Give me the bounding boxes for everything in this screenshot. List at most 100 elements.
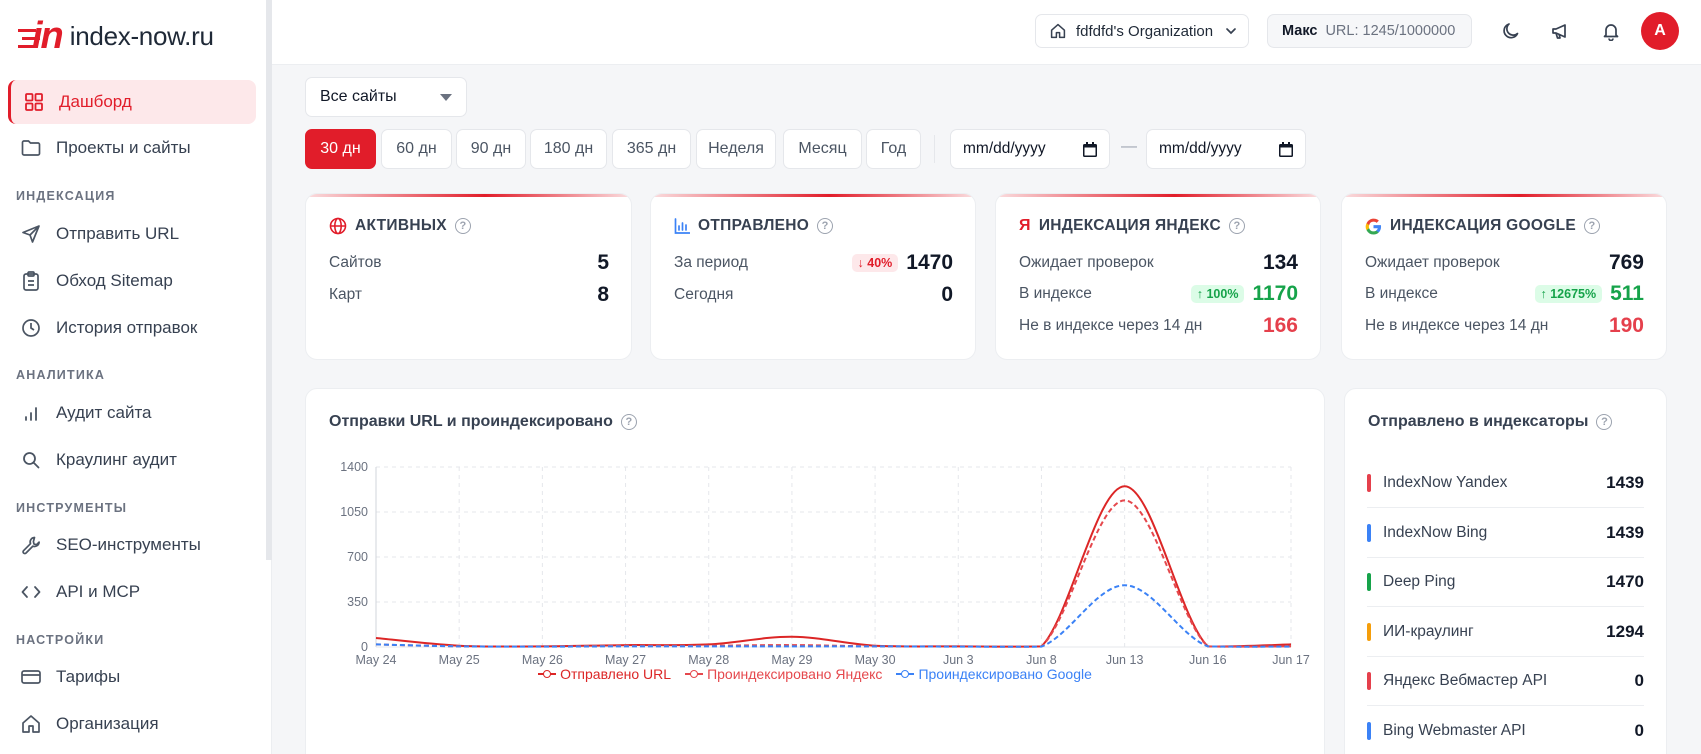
range-week[interactable]: Неделя — [696, 129, 776, 169]
search-icon — [20, 449, 42, 471]
divider — [934, 135, 935, 163]
logo-text: index-now.ru — [69, 20, 214, 51]
nav-section-title: ИНДЕКСАЦИЯ — [16, 189, 116, 203]
date-from-placeholder: mm/dd/yyyy — [963, 140, 1046, 157]
stat-row: В индексе ↑ 12675% 511 — [1365, 281, 1644, 307]
x-tick-label: May 29 — [771, 653, 812, 667]
date-to-input[interactable]: mm/dd/yyyy — [1146, 129, 1306, 169]
help-icon[interactable]: ? — [1228, 218, 1245, 234]
plan-badge[interactable]: Макс URL: 1245/1000000 — [1267, 14, 1472, 48]
stat-label: Не в индексе через 14 дн — [1019, 317, 1203, 334]
sidebar-item-seo-tools[interactable]: SEO-инструменты — [8, 523, 256, 567]
stat-value: 5 — [597, 251, 609, 274]
range-60-days[interactable]: 60 дн — [381, 129, 452, 169]
sidebar-item-history[interactable]: История отправок — [8, 306, 256, 350]
date-range-separator: — — [1121, 138, 1137, 155]
sidebar-item-label: История отправок — [56, 318, 198, 337]
sidebar-item-crawl-audit[interactable]: Краулинг аудит — [8, 438, 256, 482]
stat-label: В индексе — [1019, 285, 1092, 302]
range-365-days[interactable]: 365 дн — [612, 129, 691, 169]
indexer-name: IndexNow Bing — [1383, 523, 1488, 541]
stat-label: Ожидает проверок — [1019, 254, 1154, 271]
x-tick-label: May 26 — [522, 653, 563, 667]
nav-section-title: НАСТРОЙКИ — [16, 633, 105, 647]
sidebar-item-label: Обход Sitemap — [56, 271, 173, 290]
range-month[interactable]: Месяц — [783, 129, 862, 169]
sidebar-scrollbar[interactable] — [266, 0, 272, 560]
sidebar-item-sitemap[interactable]: Обход Sitemap — [8, 259, 256, 303]
stat-label: Сайтов — [329, 254, 382, 271]
calendar-icon[interactable] — [1083, 142, 1097, 162]
sidebar-item-label: SEO-инструменты — [56, 535, 201, 554]
chart-title: Отправки URL и проиндексировано — [329, 413, 613, 430]
calendar-icon[interactable] — [1279, 142, 1293, 162]
stat-card-active: АКТИВНЫХ ? Сайтов 5 Карт 8 — [305, 193, 632, 360]
y-tick-label: 350 — [347, 595, 368, 609]
folder-icon — [20, 137, 42, 159]
help-icon[interactable]: ? — [1596, 414, 1613, 430]
stat-label: Не в индексе через 14 дн — [1365, 317, 1549, 334]
stat-value: 1170 — [1252, 282, 1298, 305]
organization-select[interactable]: fdfdfd's Organization — [1035, 14, 1249, 48]
site-select-value: Все сайты — [320, 88, 397, 105]
help-icon[interactable]: ? — [817, 218, 834, 234]
legend-marker-icon — [896, 669, 915, 679]
range-30-days[interactable]: 30 дн — [305, 129, 376, 169]
organization-name: fdfdfd's Organization — [1076, 22, 1214, 40]
sidebar-item-dashboard[interactable]: Дашборд — [8, 80, 256, 124]
help-icon[interactable]: ? — [454, 218, 471, 234]
theme-toggle-moon-icon[interactable] — [1499, 19, 1523, 43]
x-tick-label: Jun 17 — [1272, 653, 1310, 667]
range-180-days[interactable]: 180 дн — [530, 129, 607, 169]
stat-title: ИНДЕКСАЦИЯ GOOGLE — [1390, 217, 1577, 234]
nav-section-title: ИНСТРУМЕНТЫ — [16, 501, 128, 515]
bell-icon[interactable] — [1599, 19, 1623, 43]
sidebar-item-label: Краулинг аудит — [56, 450, 177, 469]
trend-badge: ↑ 100% — [1190, 285, 1245, 303]
sidebar-item-api[interactable]: API и MCP — [8, 570, 256, 614]
stat-value: 190 — [1608, 314, 1644, 337]
sidebar-item-label: Дашборд — [59, 92, 132, 111]
stat-card-sent: ОТПРАВЛЕНО ? За период ↓ 40% 1470 Сегодн… — [650, 193, 976, 360]
logo[interactable]: in index-now.ru — [18, 16, 214, 56]
legend-marker-icon — [685, 669, 704, 679]
top-header: fdfdfd's Organization Макс URL: 1245/100… — [272, 0, 1701, 65]
sidebar-item-label: Отправить URL — [56, 224, 180, 243]
google-icon — [1365, 218, 1382, 235]
help-icon[interactable]: ? — [620, 414, 637, 430]
chart-legend: Отправлено URL Проиндексировано Яндекс Про… — [306, 666, 1324, 682]
sidebar-item-projects[interactable]: Проекты и сайты — [8, 126, 256, 170]
indexer-row: IndexNow Bing 1439 — [1367, 509, 1644, 558]
stat-row: Сайтов 5 — [329, 250, 609, 276]
legend-item[interactable]: Отправлено URL — [538, 666, 671, 682]
sidebar-item-send-url[interactable]: Отправить URL — [8, 212, 256, 256]
stat-value: 1470 — [906, 251, 953, 274]
sidebar-item-plans[interactable]: Тарифы — [8, 655, 256, 699]
bar-chart-icon — [674, 218, 690, 234]
sidebar-item-label: Тарифы — [56, 667, 121, 686]
series-line-google — [375, 584, 1292, 648]
stat-row: Не в индексе через 14 дн 166 — [1019, 313, 1298, 339]
indexer-row: Яндекс Вебмастер API 0 — [1367, 657, 1644, 706]
sidebar-item-label: API и MCP — [56, 582, 141, 601]
trend-badge: ↓ 40% — [851, 254, 899, 272]
range-year[interactable]: Год — [866, 129, 921, 169]
indexer-row: Bing Webmaster API 0 — [1367, 707, 1644, 754]
legend-item[interactable]: Проиндексировано Яндекс — [685, 666, 882, 682]
site-select[interactable]: Все сайты — [305, 77, 467, 117]
indexers-card: Отправлено в индексаторы ? IndexNow Yand… — [1344, 388, 1667, 754]
legend-item[interactable]: Проиндексировано Google — [896, 666, 1092, 682]
sidebar-item-organization[interactable]: Организация — [8, 702, 256, 746]
trend-badge: ↑ 12675% — [1534, 285, 1603, 303]
globe-icon — [329, 217, 347, 235]
help-icon[interactable]: ? — [1584, 218, 1601, 234]
avatar[interactable]: A — [1641, 12, 1679, 50]
indexer-count: 0 — [1634, 671, 1644, 690]
stat-row: В индексе ↑ 100% 1170 — [1019, 281, 1298, 307]
sidebar-item-site-audit[interactable]: Аудит сайта — [8, 391, 256, 435]
indexer-count: 1294 — [1606, 621, 1644, 641]
range-90-days[interactable]: 90 дн — [456, 129, 526, 169]
megaphone-icon[interactable] — [1549, 19, 1573, 43]
date-from-input[interactable]: mm/dd/yyyy — [950, 129, 1110, 169]
stat-row: Ожидает проверок 769 — [1365, 250, 1644, 276]
